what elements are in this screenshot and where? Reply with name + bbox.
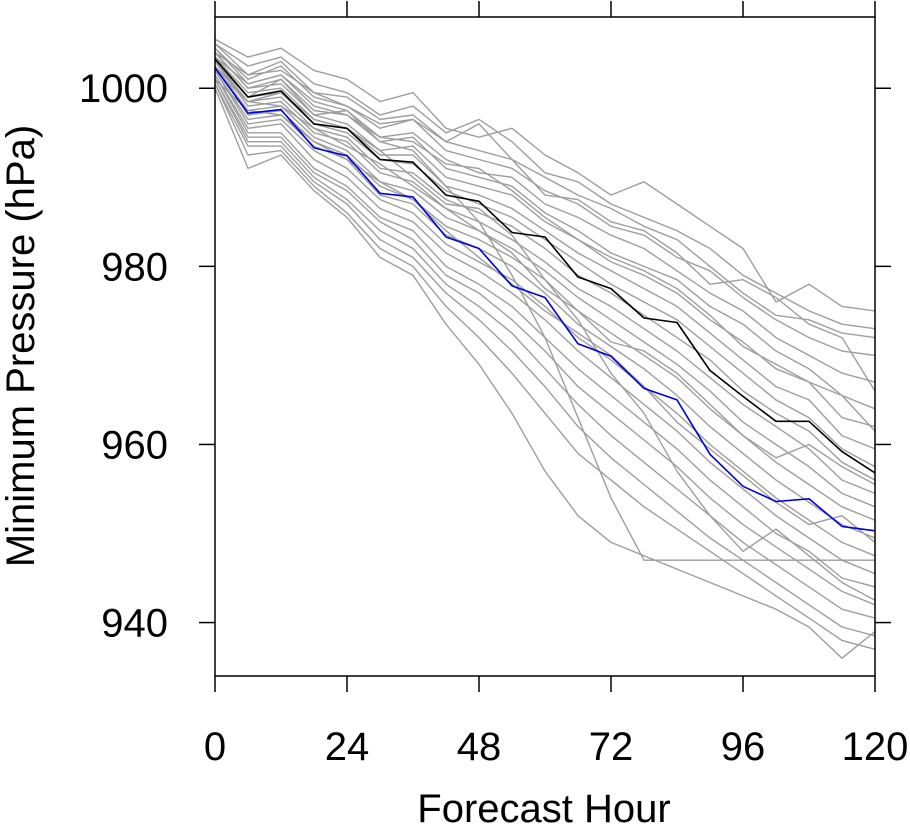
ensemble-member-line-6: [215, 52, 875, 428]
ensemble-member-line-19: [215, 83, 875, 637]
ensemble-member-line-3: [215, 47, 875, 357]
plot-frame: [214, 16, 876, 677]
ensemble-member-line-13: [215, 70, 875, 539]
x-axis-title: Forecast Hour: [417, 787, 670, 827]
ensemble-member-line-22: [215, 61, 875, 561]
ensemble-member-line-0: [215, 38, 875, 312]
x-tick-label-96: 96: [721, 725, 766, 769]
ensemble-member-line-8: [215, 56, 875, 468]
ensemble-mean-line: [215, 58, 875, 474]
ensemble-member-line-7: [215, 56, 875, 450]
ensemble-member-line-11: [215, 65, 875, 508]
y-axis-title: Minimum Pressure (hPa): [0, 125, 43, 567]
y-tick-label-980: 980: [101, 245, 168, 289]
y-tick-label-960: 960: [101, 423, 168, 467]
ensemble-member-line-5: [215, 52, 875, 410]
x-tick-label-72: 72: [589, 725, 634, 769]
ensemble-member-line-17: [215, 78, 875, 606]
ensemble-member-line-4: [215, 47, 875, 383]
plot-border: [214, 16, 876, 677]
ensemble-member-line-14: [215, 70, 875, 557]
ensemble-member-line-24: [215, 52, 875, 392]
x-tick-labels: 0 24 48 72 96 120: [204, 725, 909, 769]
ensemble-member-line-20: [215, 83, 875, 650]
ensemble-member-line-26: [215, 69, 875, 486]
x-tick-label-48: 48: [457, 725, 502, 769]
y-tick-labels: 940 960 980 1000: [79, 67, 168, 645]
highlighted-member-line: [215, 67, 875, 532]
y-tick-label-1000: 1000: [79, 67, 168, 111]
ensemble-member-line-1: [215, 43, 875, 330]
ensemble-member-line-15: [215, 74, 875, 575]
ensemble-member-line-23: [215, 65, 875, 601]
x-tick-label-120: 120: [842, 725, 909, 769]
x-tick-label-24: 24: [325, 725, 370, 769]
ensemble-member-line-2: [215, 43, 875, 339]
ensemble-member-line-9: [215, 61, 875, 481]
ensemble-member-line-25: [215, 56, 875, 432]
ensemble-member-line-27: [215, 78, 875, 543]
series-layer: [215, 38, 875, 659]
ensemble-member-line-21: [215, 87, 875, 659]
ensemble-member-line-16: [215, 74, 875, 588]
x-tick-label-0: 0: [204, 725, 226, 769]
ensemble-member-line-18: [215, 78, 875, 619]
y-tick-label-940: 940: [101, 602, 168, 646]
ensemble-member-line-10: [215, 61, 875, 495]
axis-ticks: [199, 1, 891, 692]
